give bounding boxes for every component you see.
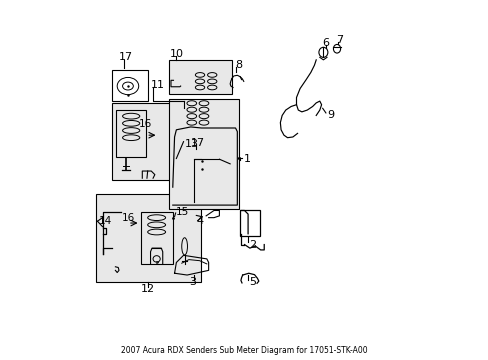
Text: 2007 Acura RDX Senders Sub Meter Diagram for 17051-STK-A00: 2007 Acura RDX Senders Sub Meter Diagram…	[121, 346, 367, 355]
Text: 14: 14	[99, 216, 112, 226]
Text: 6: 6	[321, 38, 328, 48]
Text: 10: 10	[169, 49, 183, 59]
Bar	[96, 194, 201, 282]
Bar	[112, 103, 183, 180]
Text: 16: 16	[121, 213, 135, 222]
Bar	[188, 149, 215, 173]
Text: 12: 12	[140, 284, 154, 294]
Bar	[169, 60, 231, 94]
Text: 1: 1	[243, 154, 250, 164]
Text: 3: 3	[188, 277, 196, 287]
Text: 5: 5	[248, 277, 255, 287]
Text: 2: 2	[248, 239, 255, 249]
Text: 16: 16	[139, 120, 152, 129]
Text: 15: 15	[175, 207, 188, 217]
Bar	[116, 110, 145, 157]
Text: 17: 17	[190, 138, 204, 148]
Bar	[140, 212, 172, 264]
Bar	[169, 99, 239, 209]
Bar	[240, 210, 260, 235]
Text: 13: 13	[184, 139, 199, 149]
Text: 11: 11	[151, 80, 165, 90]
Bar	[112, 69, 147, 101]
Text: 9: 9	[326, 111, 333, 121]
Text: 8: 8	[235, 60, 242, 70]
Text: 17: 17	[119, 52, 133, 62]
Text: 4: 4	[196, 216, 203, 226]
Text: 7: 7	[335, 35, 343, 45]
